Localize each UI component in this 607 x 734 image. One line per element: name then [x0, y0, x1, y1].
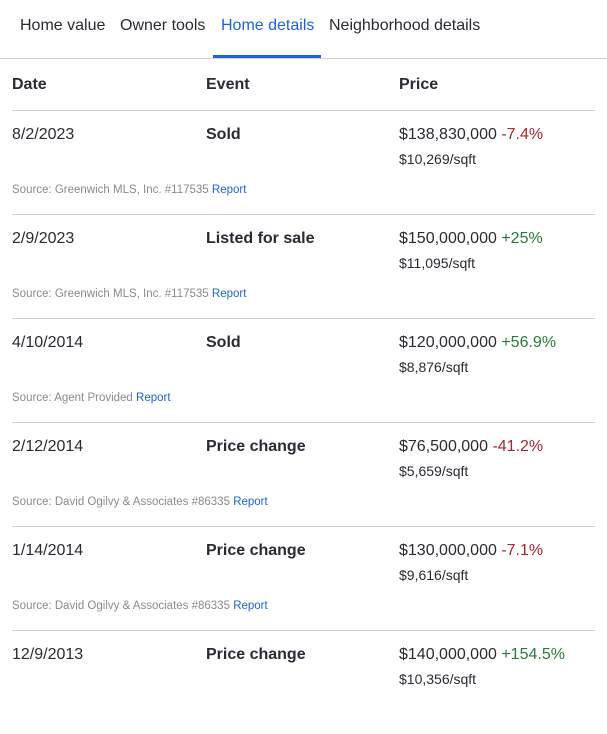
row-event: Listed for sale [206, 230, 315, 247]
row-price-per-sqft: $8,876/sqft [399, 359, 469, 375]
row-price-per-sqft: $9,616/sqft [399, 567, 469, 583]
row-source: Source: Agent Provided Report [12, 392, 171, 404]
row-price: $130,000,000 [399, 542, 497, 559]
row-event: Price change [206, 542, 306, 559]
row-price-change: -41.2% [492, 438, 544, 455]
price-history-table: 8/2/2023 Sold $138,830,000 -7.4% $10,269… [0, 111, 607, 734]
row-price-change: +154.5% [501, 646, 565, 663]
tab-neighborhood-details[interactable]: Neighborhood details [329, 17, 481, 34]
table-header: Date Event Price [12, 59, 595, 111]
row-price-change: +25% [501, 230, 543, 247]
row-date: 1/14/2014 [12, 542, 84, 559]
row-price: $76,500,000 [399, 438, 488, 455]
column-header-date: Date [12, 76, 47, 93]
row-source-text: Source: Greenwich MLS, Inc. #117535 [12, 184, 209, 196]
row-source-text: Source: David Ogilvy & Associates #86335 [12, 496, 230, 508]
row-price-per-sqft: $11,095/sqft [399, 255, 476, 271]
row-source-text: Source: Greenwich MLS, Inc. #117535 [12, 288, 209, 300]
row-price: $138,830,000 [399, 126, 497, 143]
row-event: Price change [206, 646, 306, 663]
row-source: Source: David Ogilvy & Associates #86335… [12, 600, 268, 612]
report-link[interactable]: Report [211, 288, 247, 300]
tab-home-value[interactable]: Home value [20, 17, 106, 34]
row-price-line: $120,000,000 +56.9% [399, 334, 556, 352]
row-source: Source: David Ogilvy & Associates #86335… [12, 496, 268, 508]
row-price-per-sqft: $5,659/sqft [399, 463, 469, 479]
row-source-text: Source: Agent Provided [12, 392, 133, 404]
row-source-text: Source: David Ogilvy & Associates #86335 [12, 600, 230, 612]
table-row: 4/10/2014 Sold $120,000,000 +56.9% $8,87… [12, 319, 595, 423]
tab-home-details[interactable]: Home details [221, 17, 315, 34]
column-header-price: Price [399, 76, 439, 93]
row-price-change: -7.4% [501, 126, 544, 143]
row-date: 4/10/2014 [12, 334, 84, 351]
table-row: 2/12/2014 Price change $76,500,000 -41.2… [12, 423, 595, 527]
report-link[interactable]: Report [233, 496, 268, 508]
row-event: Sold [206, 126, 241, 143]
row-price-line: $76,500,000 -41.2% [399, 438, 543, 456]
row-price-change: -7.1% [501, 542, 544, 559]
report-link[interactable]: Report [211, 184, 247, 196]
row-source: Source: Greenwich MLS, Inc. #117535 Repo… [12, 184, 246, 196]
row-price: $120,000,000 [399, 334, 497, 351]
report-link[interactable]: Report [136, 392, 171, 404]
row-price-line: $150,000,000 +25% [399, 230, 543, 248]
row-event: Price change [206, 438, 306, 455]
row-date: 2/9/2023 [12, 230, 75, 247]
row-price-per-sqft: $10,269/sqft [399, 151, 477, 167]
table-row: 12/9/2013 Price change $140,000,000 +154… [12, 631, 595, 734]
row-date: 12/9/2013 [12, 646, 84, 663]
row-price-line: $138,830,000 -7.4% [399, 126, 543, 144]
row-event: Sold [206, 334, 241, 351]
report-link[interactable]: Report [233, 600, 268, 612]
row-date: 2/12/2014 [12, 438, 84, 455]
table-row: 8/2/2023 Sold $138,830,000 -7.4% $10,269… [12, 111, 595, 215]
row-price: $140,000,000 [399, 646, 497, 663]
row-price-line: $130,000,000 -7.1% [399, 542, 543, 560]
tab-owner-tools[interactable]: Owner tools [120, 17, 206, 34]
row-date: 8/2/2023 [12, 126, 75, 143]
tab-bar: Home value Owner tools Home details Neig… [0, 0, 607, 59]
row-price-change: +56.9% [501, 334, 557, 351]
row-price-line: $140,000,000 +154.5% [399, 646, 565, 664]
active-tab-indicator [213, 55, 321, 58]
table-row: 2/9/2023 Listed for sale $150,000,000 +2… [12, 215, 595, 319]
table-row: 1/14/2014 Price change $130,000,000 -7.1… [12, 527, 595, 631]
column-header-event: Event [206, 76, 250, 93]
row-price: $150,000,000 [399, 230, 497, 247]
row-source: Source: Greenwich MLS, Inc. #117535 Repo… [12, 288, 246, 300]
row-price-per-sqft: $10,356/sqft [399, 671, 477, 687]
